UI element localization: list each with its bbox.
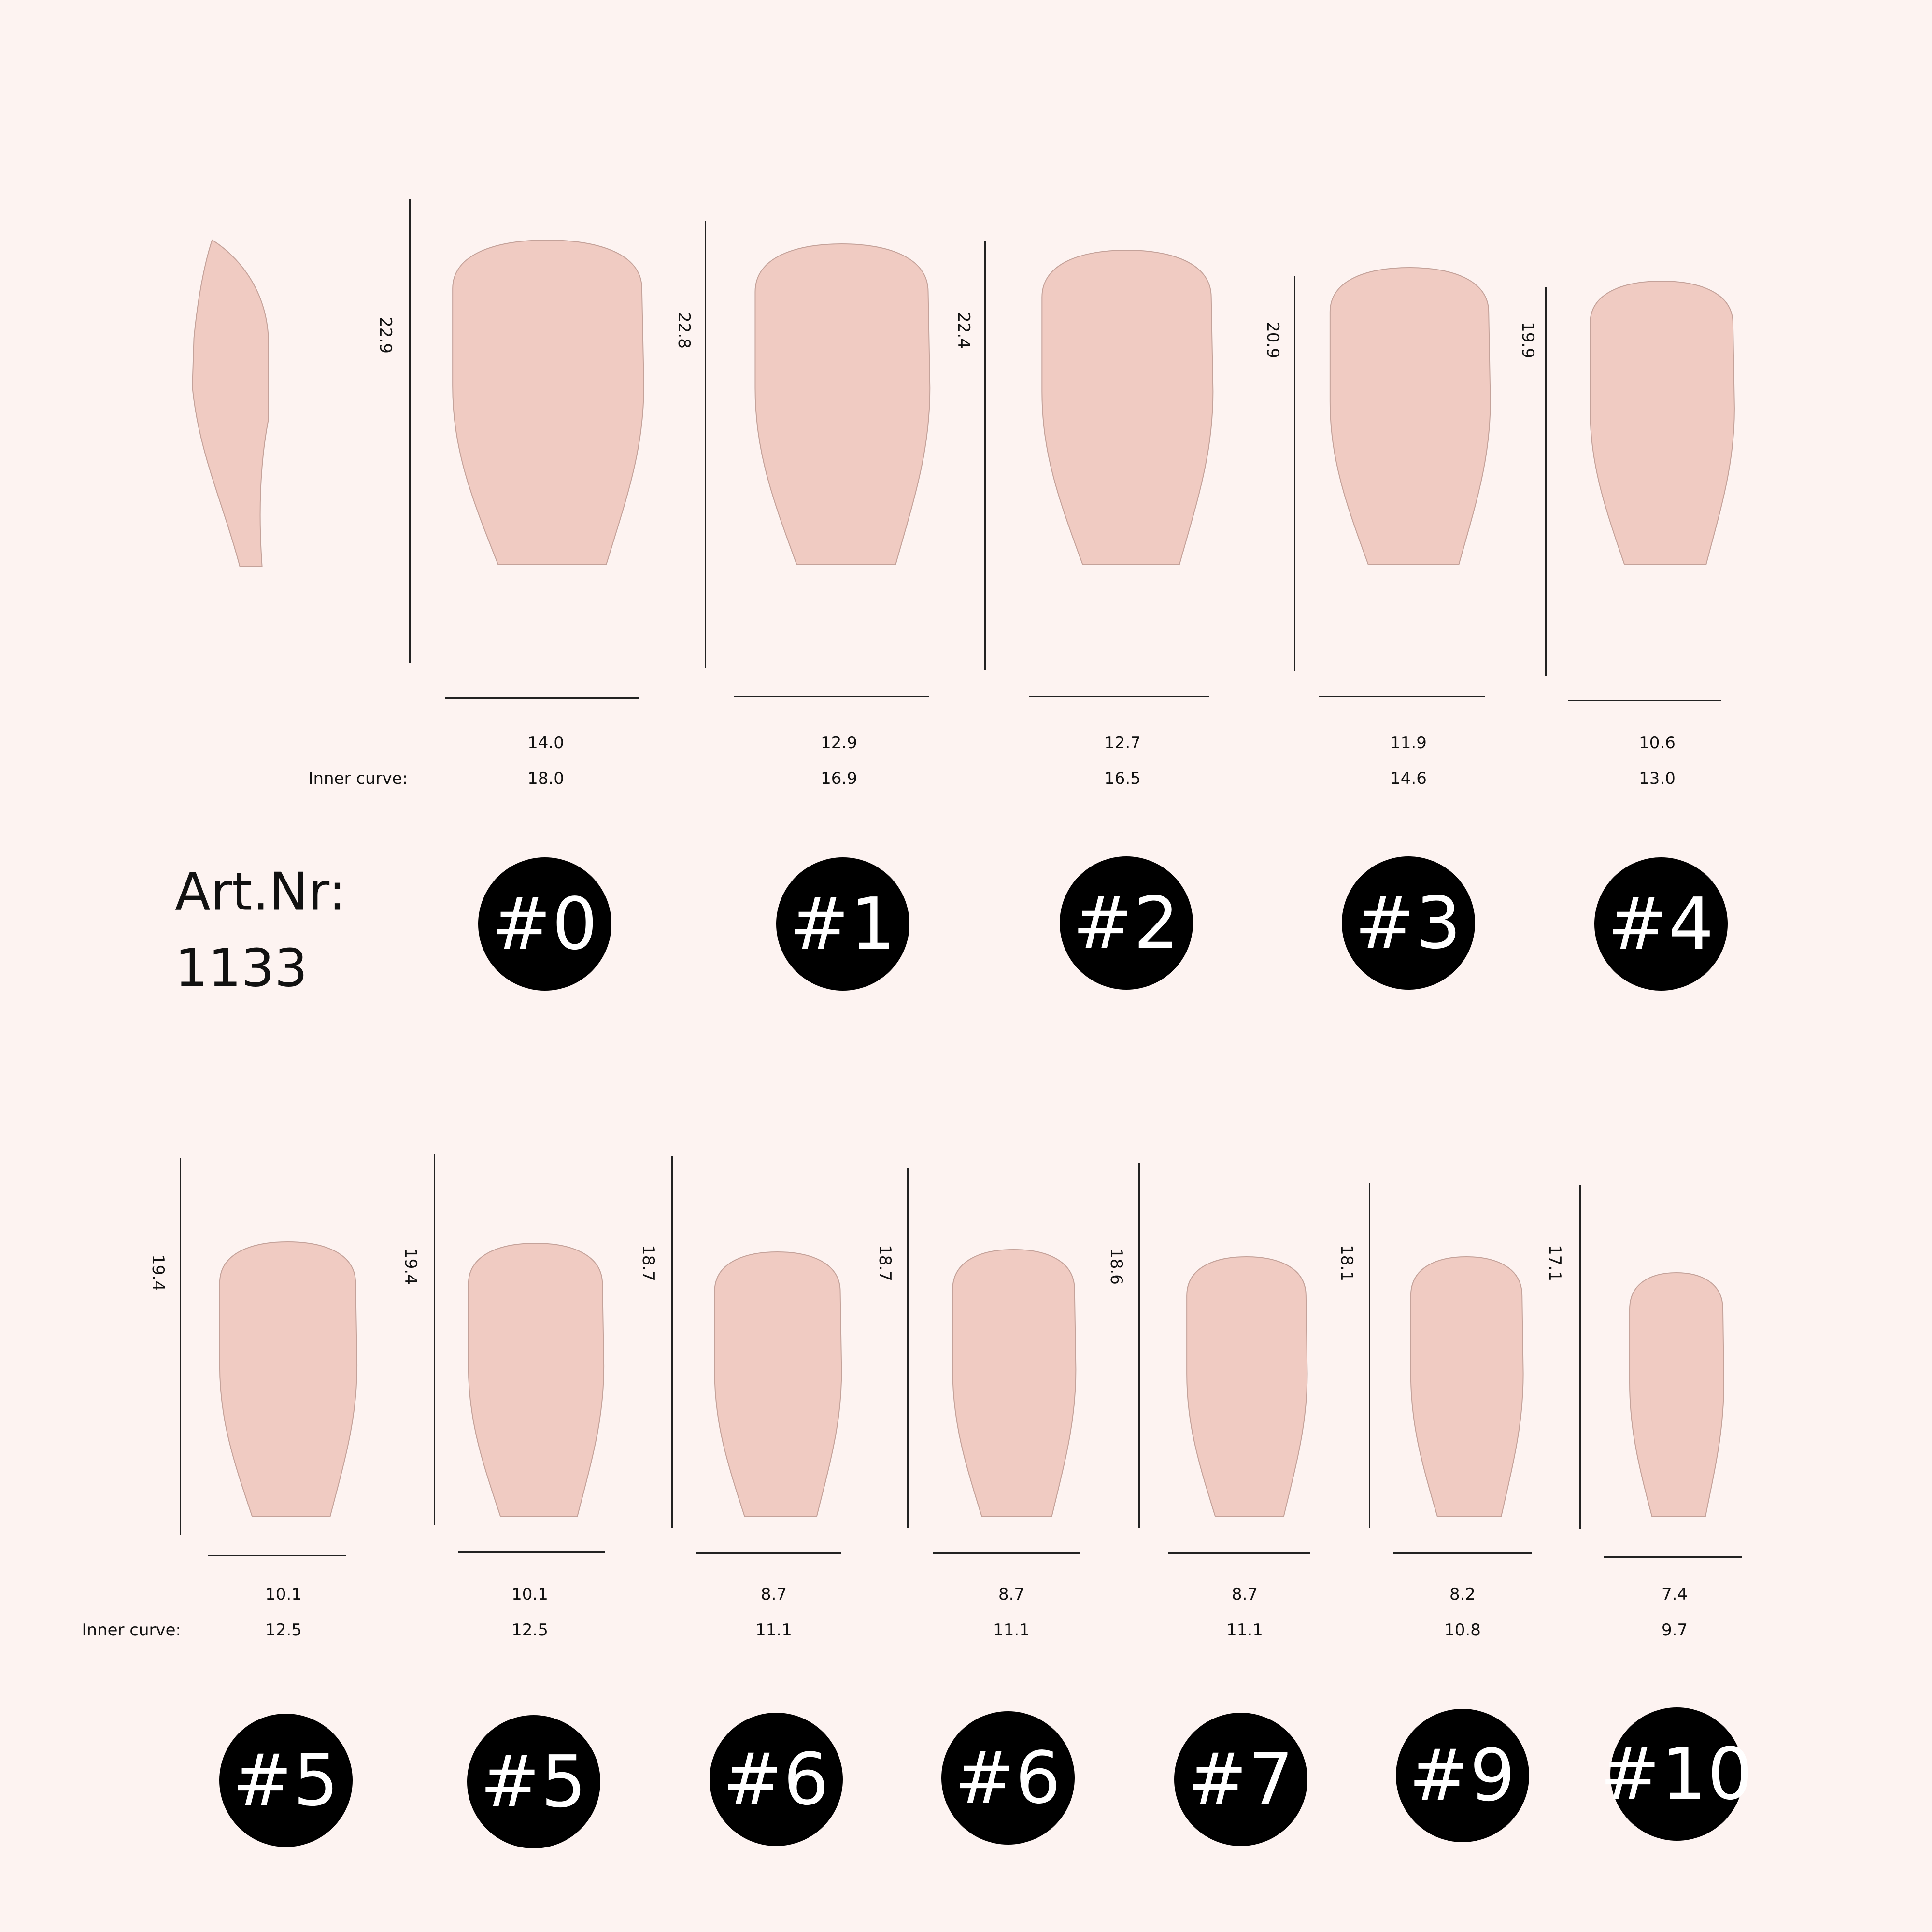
- width-dimension-line: [1393, 1552, 1532, 1554]
- size-badge: #5: [467, 1715, 600, 1848]
- length-dimension-line: [434, 1154, 435, 1525]
- width-dimension-line: [734, 696, 929, 697]
- length-dimension-line: [907, 1168, 909, 1528]
- length-dimension-line: [1294, 276, 1295, 671]
- size-badge: #9: [1396, 1709, 1529, 1842]
- width-value: 10.6: [1639, 733, 1676, 753]
- size-badge: #0: [478, 857, 611, 991]
- length-dimension-line: [409, 199, 411, 663]
- inner-curve-value: 10.8: [1444, 1620, 1481, 1640]
- inner-curve-value: 16.9: [821, 769, 857, 788]
- width-value: 7.4: [1661, 1585, 1688, 1604]
- length-value: 18.1: [1337, 1245, 1356, 1281]
- size-badge: #6: [941, 1711, 1075, 1845]
- length-value: 20.9: [1263, 322, 1282, 358]
- article-label: Art.Nr:: [175, 862, 346, 923]
- size-badge: #2: [1060, 856, 1193, 990]
- length-value: 22.4: [954, 312, 973, 349]
- length-value: 19.4: [148, 1254, 168, 1291]
- nail-shape: [752, 244, 932, 564]
- width-value: 14.0: [527, 733, 564, 753]
- width-dimension-line: [933, 1552, 1080, 1554]
- inner-curve-value: 12.5: [265, 1620, 302, 1640]
- width-dimension-line: [1568, 700, 1721, 701]
- length-dimension-line: [1138, 1163, 1140, 1528]
- inner-curve-label-bottom: Inner curve:: [82, 1620, 181, 1640]
- size-badge: #6: [710, 1713, 843, 1846]
- length-dimension-line: [180, 1158, 181, 1535]
- length-value: 22.9: [376, 317, 395, 354]
- inner-curve-value: 13.0: [1639, 769, 1676, 788]
- nail-shape: [1038, 250, 1215, 564]
- width-value: 8.7: [998, 1585, 1025, 1604]
- width-dimension-line: [458, 1551, 605, 1553]
- size-badge: #3: [1342, 856, 1475, 990]
- length-value: 19.4: [401, 1248, 420, 1285]
- length-value: 22.8: [674, 312, 694, 349]
- width-dimension-line: [1604, 1556, 1742, 1558]
- width-value: 8.7: [1231, 1585, 1258, 1604]
- length-dimension-line: [705, 221, 706, 668]
- width-value: 8.2: [1449, 1585, 1476, 1604]
- length-dimension-line: [1369, 1183, 1370, 1528]
- nail-shape: [1587, 281, 1736, 564]
- length-dimension-line: [1545, 287, 1547, 676]
- nail-shape: [950, 1250, 1077, 1517]
- length-dimension-line: [1579, 1185, 1581, 1529]
- nail-shape: [1327, 268, 1492, 564]
- inner-curve-value: 11.1: [755, 1620, 792, 1640]
- inner-curve-value: 18.0: [527, 769, 564, 788]
- width-value: 12.9: [821, 733, 857, 753]
- inner-curve-value: 11.1: [993, 1620, 1030, 1640]
- width-value: 10.1: [511, 1585, 548, 1604]
- nail-shape: [217, 1242, 358, 1517]
- inner-curve-value: 11.1: [1226, 1620, 1263, 1640]
- width-dimension-line: [1029, 696, 1209, 697]
- size-badge: #1: [776, 857, 909, 991]
- nail-side-profile: [191, 240, 270, 567]
- length-value: 19.9: [1518, 322, 1537, 358]
- article-number-value: 1133: [175, 938, 308, 999]
- nail-shape: [466, 1243, 605, 1517]
- width-dimension-line: [1168, 1552, 1310, 1554]
- size-badge: #7: [1174, 1713, 1307, 1846]
- inner-curve-value: 14.6: [1390, 769, 1427, 788]
- nail-shape: [1184, 1257, 1308, 1517]
- length-value: 17.1: [1545, 1245, 1564, 1281]
- length-dimension-line: [671, 1156, 673, 1528]
- inner-curve-value: 16.5: [1104, 769, 1141, 788]
- inner-curve-value: 9.7: [1661, 1620, 1688, 1640]
- length-value: 18.6: [1107, 1248, 1126, 1285]
- length-value: 18.7: [639, 1245, 658, 1281]
- length-dimension-line: [984, 242, 986, 670]
- nail-shape: [1628, 1273, 1725, 1517]
- width-value: 12.7: [1104, 733, 1141, 753]
- size-badge: #5: [219, 1714, 353, 1847]
- width-dimension-line: [445, 697, 639, 699]
- nail-shape: [712, 1252, 843, 1517]
- width-value: 11.9: [1390, 733, 1427, 753]
- width-value: 8.7: [760, 1585, 787, 1604]
- width-value: 10.1: [265, 1585, 302, 1604]
- width-dimension-line: [208, 1555, 346, 1556]
- size-badge: #10: [1600, 1707, 1753, 1841]
- inner-curve-label-top: Inner curve:: [308, 769, 408, 788]
- size-badge: #4: [1594, 857, 1728, 991]
- nail-shape: [449, 240, 646, 564]
- width-dimension-line: [1319, 696, 1485, 697]
- nail-shape: [1408, 1257, 1524, 1517]
- width-dimension-line: [696, 1552, 841, 1554]
- length-value: 18.7: [875, 1245, 895, 1281]
- inner-curve-value: 12.5: [511, 1620, 548, 1640]
